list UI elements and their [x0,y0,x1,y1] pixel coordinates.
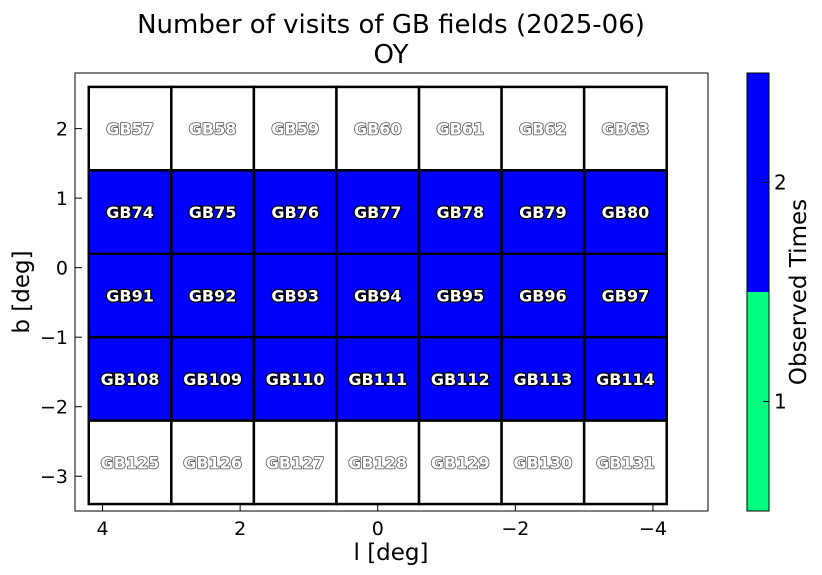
field-cell [417,169,503,256]
field-label: GB93 [271,286,319,305]
field-cell [87,419,173,506]
field-cell [170,252,256,339]
field-cell [170,335,256,422]
colorbar-tick-label: 1 [774,390,787,414]
x-tick-label: 4 [96,518,108,540]
x-tick-label: 2 [234,518,246,540]
x-axis-ticks: 4 2 0 −2 −4 [96,504,667,540]
field-label: GB110 [266,370,325,389]
field-label: GB60 [354,120,402,139]
field-label: GB74 [106,203,154,222]
field-label: GB108 [101,370,160,389]
y-axis-label: b [deg] [9,250,35,333]
field-label: GB97 [602,286,650,305]
field-label: GB111 [348,370,407,389]
field-cell [417,252,503,339]
field-label: GB61 [437,120,485,139]
field-cell [252,252,338,339]
field-label: GB96 [519,286,567,305]
y-tick-label: 0 [56,258,68,280]
field-cell [500,419,586,506]
field-label: GB129 [431,453,490,472]
field-label: GB125 [101,453,160,472]
colorbar-segment [747,73,769,292]
field-label: GB114 [596,370,655,389]
field-label: GB78 [437,203,485,222]
field-label: GB130 [514,453,573,472]
x-tick-label: 0 [372,518,384,540]
field-label: GB59 [271,120,319,139]
colorbar-label: Observed Times [786,199,812,385]
y-tick-label: 1 [56,188,68,210]
field-grid: GB57 GB58 GB59 GB60 GB61 GB62 GB63 GB74 GB75 GB76… [87,85,668,506]
field-label: GB76 [271,203,319,222]
y-axis-ticks: 2 1 0 −1 −2 −3 [40,119,82,488]
field-cell [87,169,173,256]
field-label: GB109 [183,370,242,389]
field-cell [252,419,338,506]
y-tick-label: −1 [40,327,68,349]
field-label: GB57 [106,120,154,139]
field-label: GB131 [596,453,655,472]
field-cell [87,85,173,172]
field-cell [500,335,586,422]
field-label: GB92 [189,286,237,305]
field-label: GB58 [189,120,237,139]
field-label: GB79 [519,203,567,222]
colorbar: 12 [746,72,787,512]
y-tick-label: −2 [40,397,68,419]
x-tick-label: −4 [639,518,667,540]
colorbar-segment [747,292,769,511]
field-label: GB75 [189,203,237,222]
field-label: GB91 [106,286,154,305]
field-label: GB80 [602,203,650,222]
field-cell [252,169,338,256]
field-label: GB62 [519,120,567,139]
field-cell [170,85,256,172]
field-label: GB77 [354,203,402,222]
field-label: GB128 [348,453,407,472]
field-label: GB113 [514,370,573,389]
field-label: GB63 [602,120,650,139]
y-tick-label: −3 [40,466,68,488]
field-cell [87,335,173,422]
field-cell [582,169,668,256]
field-cell [500,85,586,172]
chart-title: Number of visits of GB fields (2025-06) [137,10,645,40]
field-cell [582,252,668,339]
field-label: GB127 [266,453,325,472]
x-axis-label: l [deg] [354,540,429,566]
colorbar-frame [746,72,770,512]
field-label: GB94 [354,286,402,305]
field-cell [500,252,586,339]
field-label: GB126 [183,453,242,472]
chart-subtitle: OY [374,40,409,70]
colorbar-tick-label: 2 [774,171,787,195]
field-label: GB95 [437,286,485,305]
x-tick-label: −2 [501,518,529,540]
field-cell [582,419,668,506]
field-label: GB112 [431,370,490,389]
y-tick-label: 2 [56,119,68,141]
plot-frame [74,72,709,512]
